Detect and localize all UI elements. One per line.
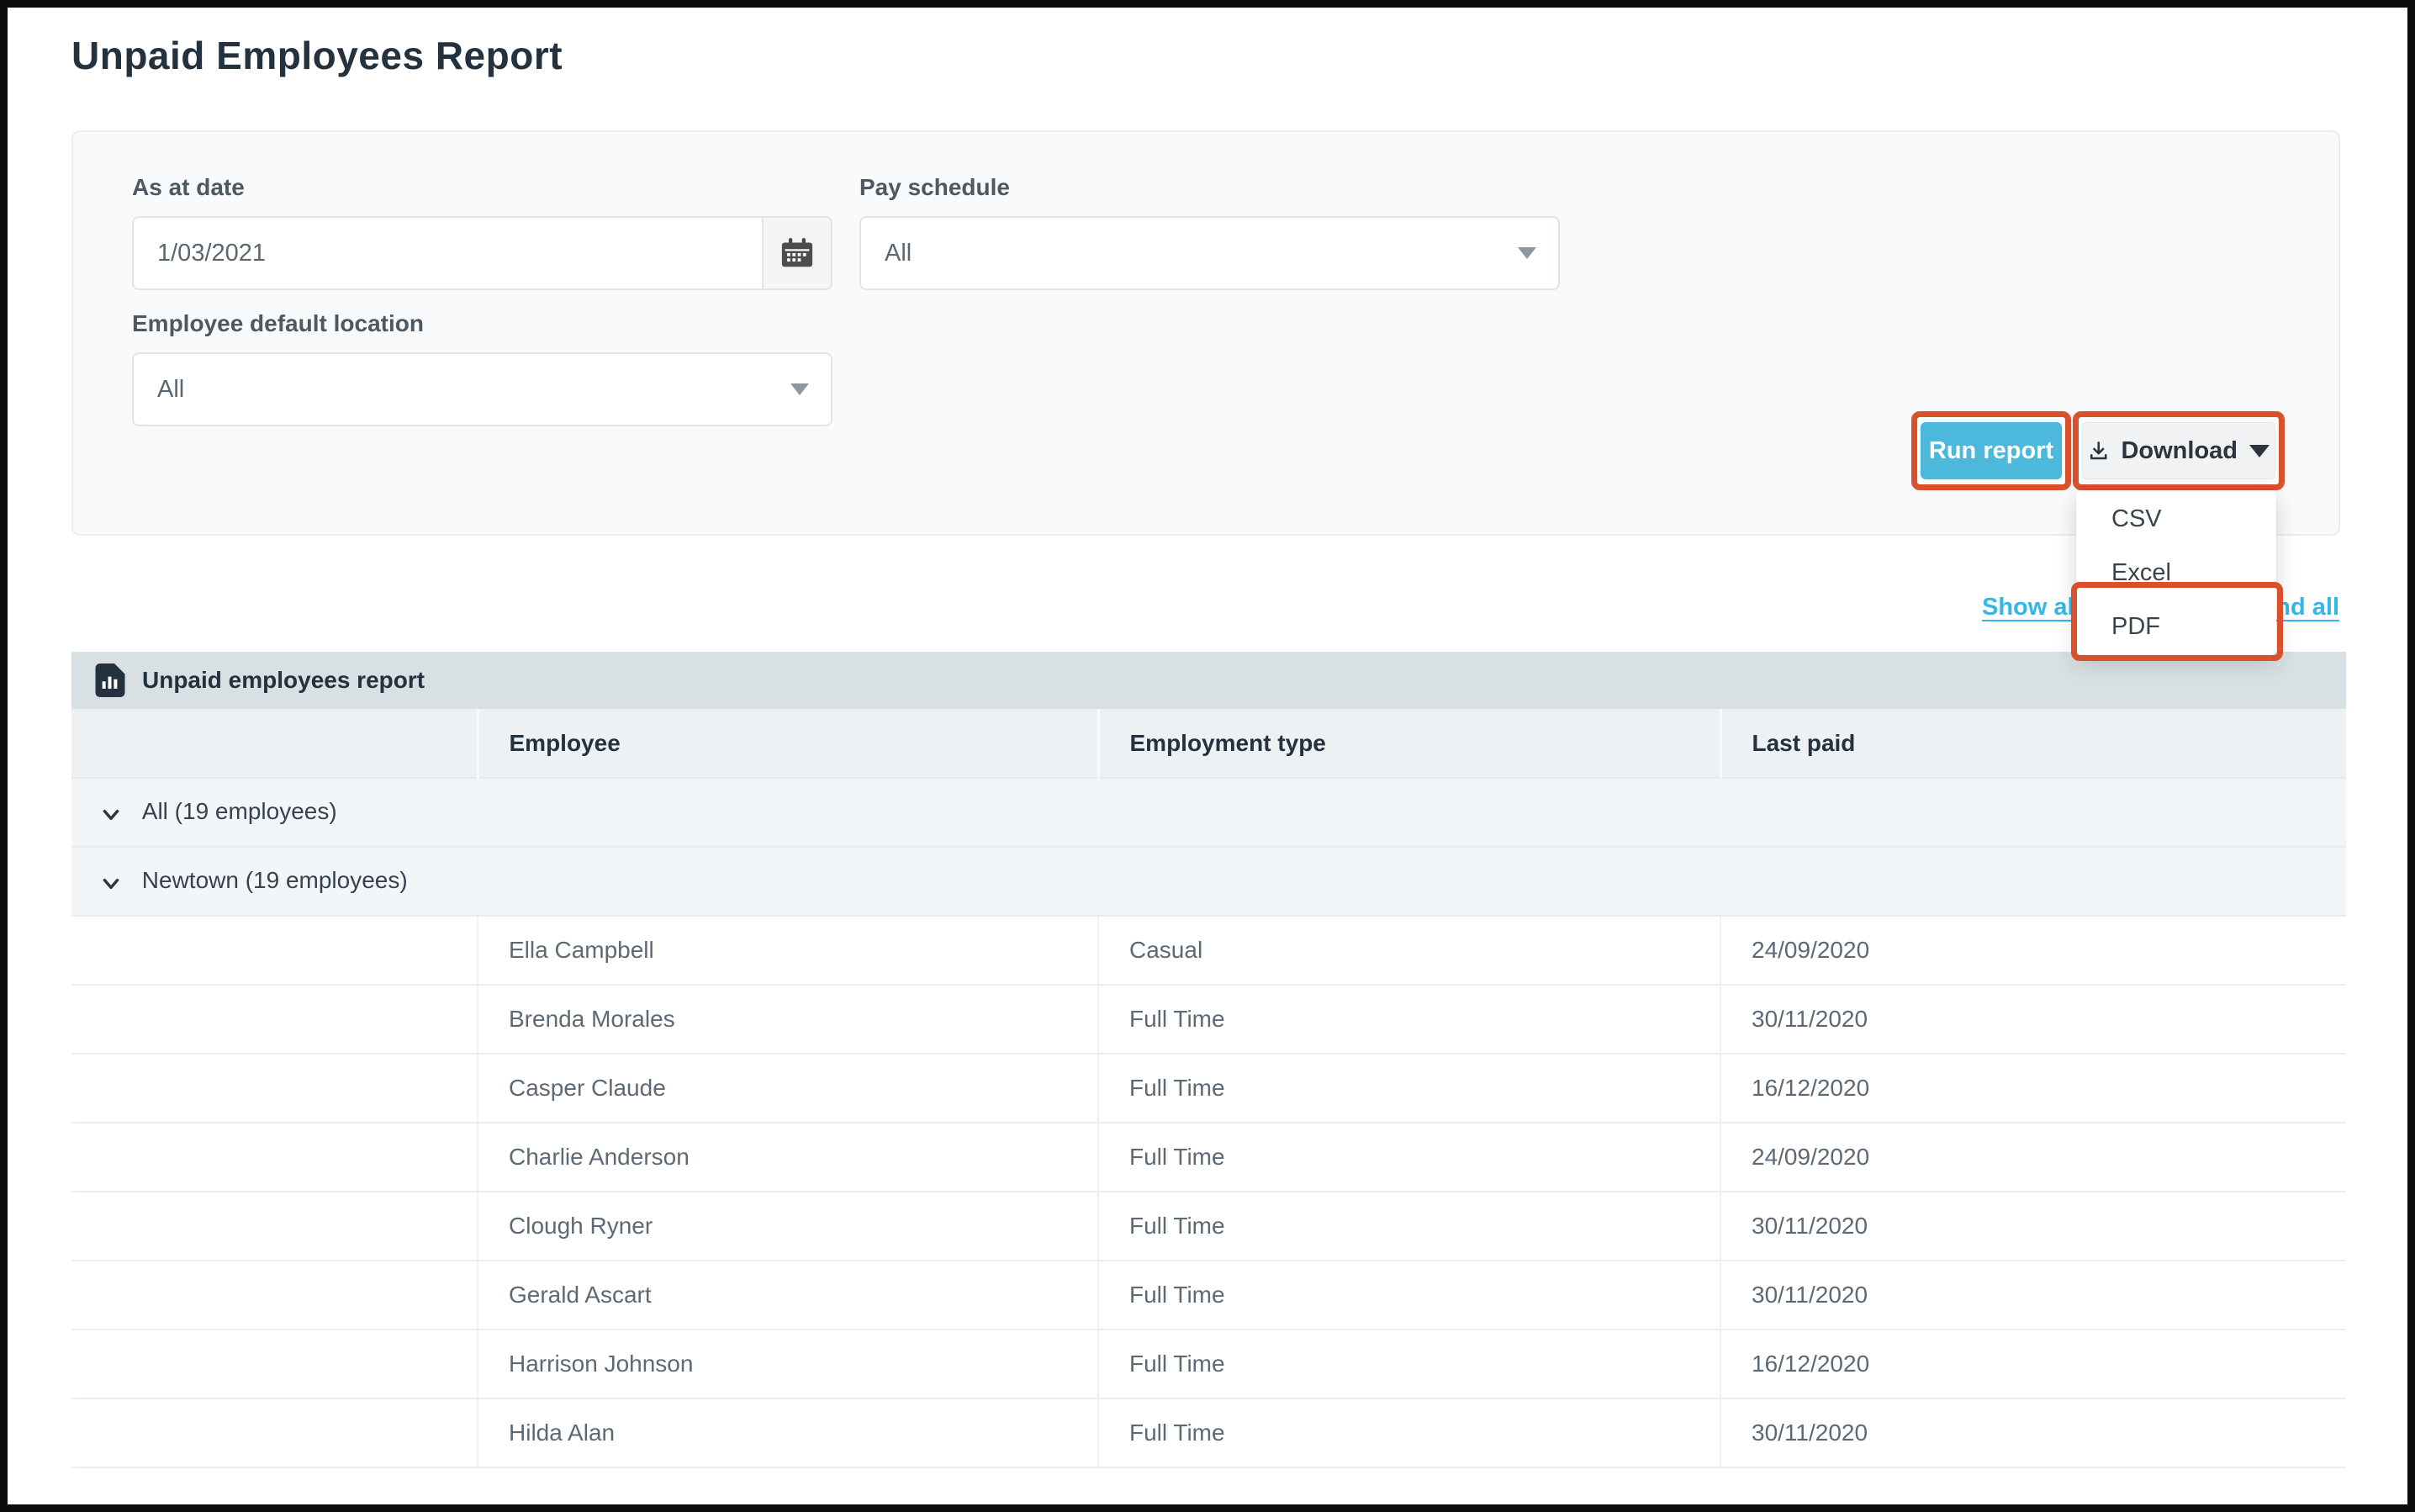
expand-cell — [71, 1330, 478, 1399]
employee-default-location-label: Employee default location — [132, 310, 424, 336]
page-title: Unpaid Employees Report — [71, 34, 563, 77]
employee-cell: Gerald Ascart — [477, 1261, 1098, 1330]
employment-type-cell: Full Time — [1097, 1054, 1720, 1123]
table-row: Charlie Anderson Full Time 24/09/2020 — [71, 1123, 2346, 1192]
as-at-date-label: As at date — [132, 174, 245, 200]
last-paid-cell: 24/09/2020 — [1720, 1123, 2346, 1192]
show-all-link[interactable]: Show all — [1982, 594, 2081, 621]
chevron-down-icon — [790, 383, 809, 395]
expand-cell — [71, 1123, 478, 1192]
employment-type-cell: Full Time — [1097, 985, 1720, 1055]
expand-cell — [71, 1192, 478, 1261]
group-label: Newtown (19 employees) — [141, 866, 408, 893]
employment-type-cell: Full Time — [1097, 1192, 1720, 1261]
employee-cell: Hilda Alan — [477, 1398, 1098, 1468]
employment-type-cell: Full Time — [1097, 1123, 1720, 1192]
employee-cell: Clough Ryner — [477, 1192, 1098, 1261]
chevron-down-icon — [1518, 247, 1536, 259]
employee-cell: Casper Claude — [477, 1054, 1098, 1123]
calendar-icon — [781, 237, 813, 267]
table-row: Ella Campbell Casual 24/09/2020 — [71, 916, 2346, 986]
unpaid-employees-grid: Employee Employment type Last paid All (… — [71, 709, 2346, 1468]
last-paid-cell: 30/11/2020 — [1720, 1192, 2346, 1261]
expand-cell — [71, 1054, 478, 1123]
last-paid-cell: 30/11/2020 — [1720, 985, 2346, 1055]
table-row: Gerald Ascart Full Time 30/11/2020 — [71, 1261, 2346, 1330]
filter-panel: As at date 1/03/2021 Pay s — [71, 130, 2340, 536]
column-header-employee: Employee — [476, 709, 1098, 779]
employee-cell: Charlie Anderson — [477, 1123, 1098, 1192]
group-row-newtown[interactable]: Newtown (19 employees) — [71, 847, 2346, 917]
last-paid-cell: 16/12/2020 — [1720, 1054, 2346, 1123]
pay-schedule-label: Pay schedule — [859, 174, 1010, 200]
column-header-row: Employee Employment type Last paid — [71, 709, 2346, 779]
employee-cell: Ella Campbell — [477, 916, 1098, 986]
expand-cell — [71, 1261, 478, 1330]
table-row: Casper Claude Full Time 16/12/2020 — [71, 1054, 2346, 1123]
table-row: Clough Ryner Full Time 30/11/2020 — [71, 1192, 2346, 1261]
report-table-title-bar: Unpaid employees report — [71, 652, 2346, 709]
report-page: Unpaid Employees Report As at date 1/03/… — [8, 8, 2407, 1504]
table-row: Harrison Johnson Full Time 16/12/2020 — [71, 1330, 2346, 1399]
expand-cell — [71, 1398, 478, 1468]
column-header-employment-type: Employment type — [1097, 709, 1720, 779]
column-header-expand — [71, 709, 478, 779]
group-row-all[interactable]: All (19 employees) — [71, 778, 2346, 848]
download-menu: CSV Excel PDF — [2076, 490, 2276, 655]
expand-cell — [71, 916, 478, 986]
as-at-date-value: 1/03/2021 — [157, 239, 267, 267]
expand-cell — [71, 985, 478, 1055]
group-label: All (19 employees) — [141, 797, 337, 824]
column-header-last-paid: Last paid — [1719, 709, 2346, 779]
employment-type-cell: Full Time — [1097, 1330, 1720, 1399]
download-button[interactable]: Download — [2082, 422, 2275, 479]
employment-type-cell: Full Time — [1097, 1398, 1720, 1468]
chevron-down-icon — [103, 810, 119, 821]
as-at-date-input[interactable]: 1/03/2021 — [132, 216, 832, 290]
date-picker-button[interactable] — [762, 218, 831, 288]
last-paid-cell: 16/12/2020 — [1720, 1330, 2346, 1399]
employee-cell: Brenda Morales — [477, 985, 1098, 1055]
download-menu-item-pdf[interactable]: PDF — [2111, 613, 2160, 640]
run-report-highlight: Run report — [1911, 411, 2071, 490]
employment-type-cell: Full Time — [1097, 1261, 1720, 1330]
run-report-button[interactable]: Run report — [1921, 422, 2062, 479]
download-highlight: Download — [2073, 411, 2285, 490]
employee-default-location-select[interactable]: All — [132, 352, 832, 426]
report-file-icon — [95, 663, 125, 697]
last-paid-cell: 24/09/2020 — [1720, 916, 2346, 986]
table-row: Hilda Alan Full Time 30/11/2020 — [71, 1398, 2346, 1468]
pay-schedule-select[interactable]: All — [859, 216, 1560, 290]
report-table: Unpaid employees report Employee Employm… — [71, 652, 2346, 1468]
last-paid-cell: 30/11/2020 — [1720, 1398, 2346, 1468]
chevron-down-icon — [103, 879, 119, 890]
employee-cell: Harrison Johnson — [477, 1330, 1098, 1399]
employment-type-cell: Casual — [1097, 916, 1720, 986]
pay-schedule-value: All — [885, 239, 912, 267]
report-table-title: Unpaid employees report — [142, 667, 425, 693]
download-icon — [2090, 441, 2107, 460]
download-menu-item-excel[interactable]: Excel — [2111, 559, 2171, 586]
table-row: Brenda Morales Full Time 30/11/2020 — [71, 985, 2346, 1055]
download-menu-item-csv[interactable]: CSV — [2111, 505, 2162, 532]
caret-down-icon — [2249, 444, 2270, 457]
download-button-label: Download — [2121, 436, 2238, 464]
last-paid-cell: 30/11/2020 — [1720, 1261, 2346, 1330]
employee-default-location-value: All — [157, 375, 185, 403]
